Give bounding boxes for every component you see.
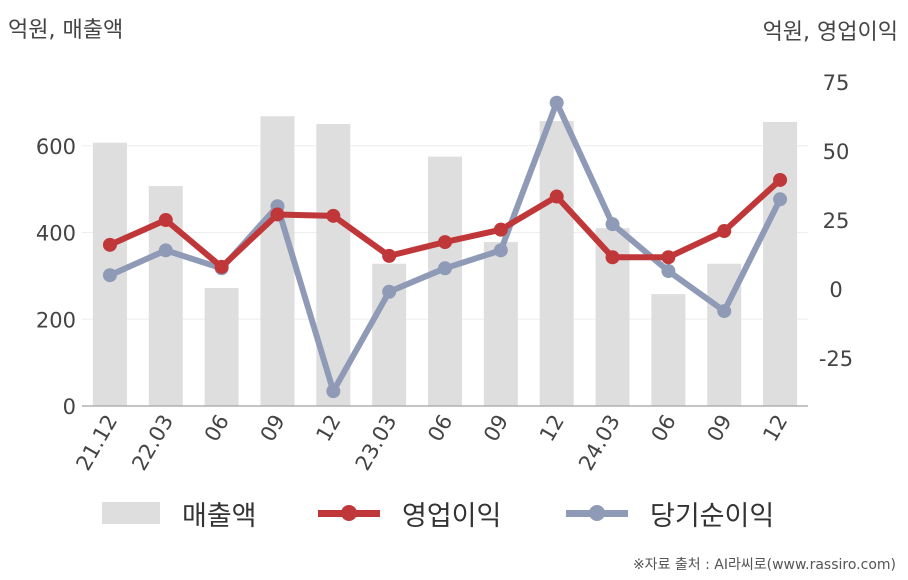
- legend-item-operating: 영업이익: [318, 488, 501, 538]
- category-label: 24.03: [574, 411, 625, 475]
- operating-profit-point: [661, 250, 676, 265]
- left-axis-unit: 억원, 매출액: [8, 18, 124, 43]
- net-income-point: [493, 243, 508, 258]
- operating-profit-point: [773, 172, 788, 187]
- operating-profit-point: [326, 208, 341, 223]
- net-income-point: [102, 268, 117, 283]
- category-label: 12: [311, 411, 345, 446]
- source-note: ※자료 출처 : AI라씨로(www.rassiro.com): [632, 557, 896, 573]
- net-income-point: [158, 243, 173, 258]
- revenue-bar: [204, 288, 239, 406]
- bar-layer: [92, 116, 798, 407]
- right-tick-label: 50: [823, 140, 850, 164]
- revenue-bar: [539, 121, 574, 407]
- right-tick-label: 0: [829, 278, 842, 302]
- operating-profit-point: [493, 222, 508, 237]
- category-label: 22.03: [127, 411, 178, 475]
- revenue-bar: [483, 242, 518, 406]
- revenue-bar: [316, 124, 351, 406]
- left-tick-label: 0: [63, 395, 76, 419]
- category-label: 06: [200, 411, 234, 446]
- legend-label-revenue: 매출액: [182, 500, 257, 532]
- operating-profit-point: [158, 213, 173, 227]
- operating-profit-point: [214, 259, 229, 274]
- category-label: 09: [256, 411, 290, 446]
- left-tick-label: 400: [36, 222, 76, 246]
- operating-profit-point: [382, 248, 397, 263]
- legend-swatch-bar: [102, 502, 160, 524]
- left-tick-label: 200: [36, 308, 76, 332]
- operating-profit-point: [102, 237, 117, 252]
- operating-profit-point: [438, 235, 452, 250]
- legend-label-operating: 영업이익: [402, 500, 502, 532]
- legend-label-net: 당기순이익: [650, 500, 775, 532]
- net-income-point: [605, 217, 620, 232]
- revenue-bar: [260, 116, 295, 406]
- line-layer: [102, 95, 788, 399]
- net-income-point: [661, 264, 676, 279]
- category-label: 09: [479, 411, 513, 446]
- operating-profit-point: [270, 207, 285, 222]
- left-tick-label: 600: [36, 135, 76, 159]
- legend-swatch-net: [566, 502, 628, 524]
- right-tick-label: 25: [823, 209, 850, 233]
- net-income-point: [382, 284, 397, 299]
- net-income-point: [773, 192, 788, 207]
- net-income-point: [326, 384, 341, 399]
- legend: 매출액 영업이익 당기순이익: [0, 488, 908, 538]
- revenue-bar: [428, 156, 462, 406]
- right-tick-label: 75: [823, 71, 850, 95]
- net-income-point: [549, 95, 564, 110]
- category-label: 12: [758, 411, 792, 446]
- operating-profit-point: [549, 189, 564, 204]
- operating-profit-point: [605, 250, 620, 265]
- category-label: 23.03: [351, 411, 402, 475]
- category-label: 06: [647, 411, 681, 446]
- operating-profit-point: [717, 224, 732, 239]
- right-tick-label: -25: [819, 347, 853, 371]
- category-label: 21.12: [71, 411, 122, 475]
- legend-swatch-operating: [318, 502, 380, 524]
- right-axis-unit: 억원, 영업이익: [762, 20, 898, 45]
- net-income-point: [438, 261, 452, 276]
- legend-item-revenue: 매출액: [102, 488, 257, 538]
- category-label: 09: [702, 411, 736, 446]
- legend-item-net: 당기순이익: [566, 488, 774, 538]
- revenue-bar: [651, 294, 686, 406]
- category-label: 12: [535, 411, 569, 446]
- category-label: 06: [423, 411, 457, 446]
- revenue-bar: [763, 121, 798, 407]
- net-income-point: [717, 304, 732, 319]
